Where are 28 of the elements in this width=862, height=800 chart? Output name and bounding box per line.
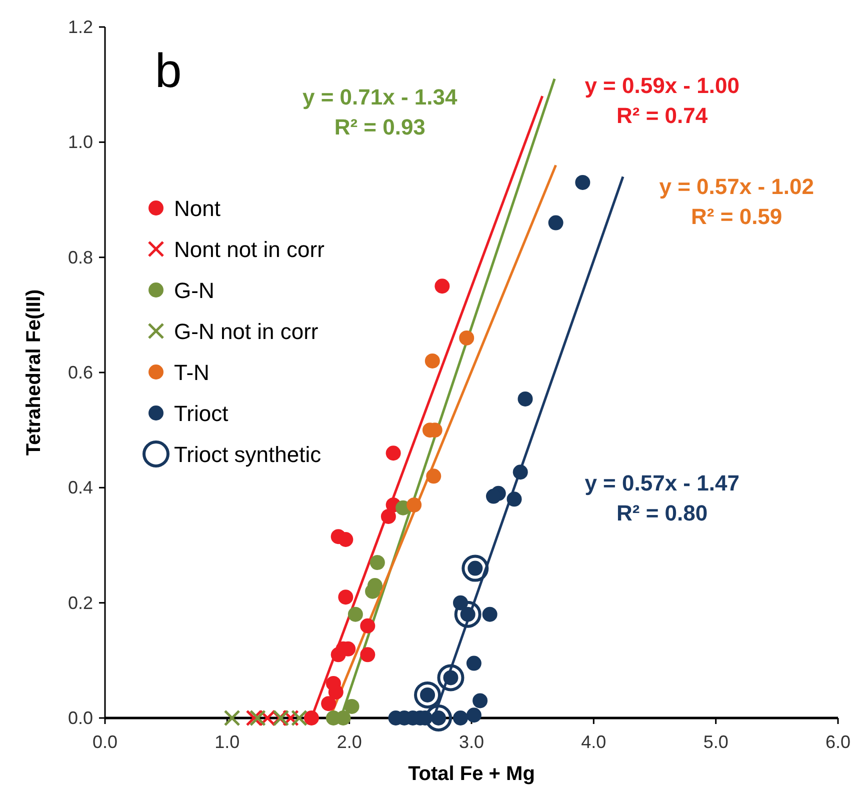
chart-title: b <box>155 45 182 98</box>
legend-label: G-N <box>174 278 214 303</box>
x-axis-title: Total Fe + Mg <box>408 763 535 785</box>
annotation: y = 0.57x - 1.47 R² = 0.80 <box>584 470 740 526</box>
legend-label: Trioct synthetic <box>174 442 322 467</box>
legend-label: Trioct <box>174 401 228 426</box>
y-tick-label: 0.8 <box>68 247 93 268</box>
y-tick-label: 1.2 <box>68 17 93 37</box>
legend-label: G-N not in corr <box>174 319 318 344</box>
x-tick-label: 0.0 <box>92 732 118 752</box>
y-tick-label: 0.2 <box>68 592 93 613</box>
x-tick-label: 3.0 <box>458 732 484 752</box>
y-tick-label: 0.4 <box>68 478 93 498</box>
legend-label: Nont <box>174 196 220 221</box>
annotation: y = 0.71x - 1.34 R² = 0.93 <box>302 84 458 140</box>
x-tick-label: 5.0 <box>703 732 728 752</box>
y-tick-label: 0.0 <box>68 708 93 728</box>
x-tick-label: 1.0 <box>214 732 240 752</box>
x-tick-label: 6.0 <box>825 732 851 752</box>
x-tick-label: 2.0 <box>336 732 362 752</box>
y-tick-label: 1.0 <box>68 132 93 152</box>
legend-label: Nont not in corr <box>174 237 324 262</box>
y-axis-title: Tetrahedral Fe(III) <box>23 289 45 456</box>
x-tick-label: 4.0 <box>581 732 606 752</box>
y-tick-label: 0.6 <box>68 362 93 382</box>
annotation: y = 0.57x - 1.02 R² = 0.59 <box>659 174 814 229</box>
legend-label: T-N <box>174 360 210 385</box>
annotation: y = 0.59x - 1.00 R² = 0.74 <box>584 73 740 128</box>
